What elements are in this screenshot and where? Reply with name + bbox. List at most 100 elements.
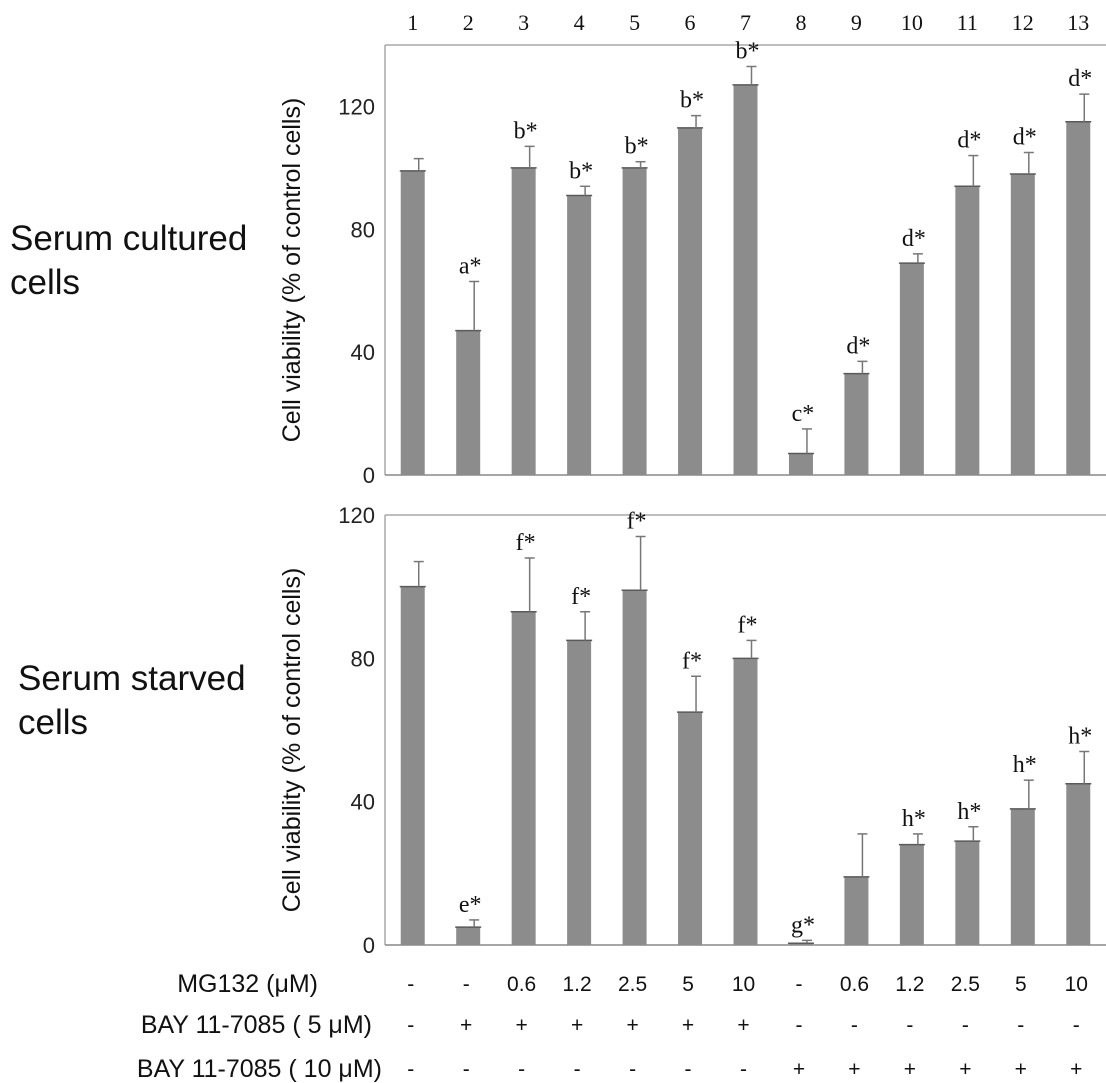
bar	[899, 263, 924, 475]
treatment-value: +	[959, 1058, 971, 1081]
bar	[844, 373, 869, 475]
treatment-value: 1.2	[563, 973, 592, 996]
significance-label: e*	[459, 892, 482, 918]
y-tick-label: 120	[338, 94, 375, 119]
column-number: 1	[407, 10, 418, 35]
row-label-line: cells	[18, 703, 88, 742]
y-tick-label: 0	[363, 463, 375, 488]
bar	[733, 84, 758, 475]
row-label-line: Serum cultured	[10, 219, 247, 258]
bar	[567, 195, 592, 475]
treatment-value: +	[1015, 1058, 1027, 1081]
significance-label: h*	[1013, 752, 1037, 778]
treatment-value: -	[795, 973, 802, 996]
treatment-value: -	[629, 1058, 636, 1081]
significance-label: f*	[627, 509, 647, 535]
treatment-value: -	[795, 1014, 802, 1037]
y-tick-label: 120	[338, 503, 375, 528]
significance-label: f*	[516, 530, 536, 556]
treatment-table: MG132 (μM) - - 0.6 1.2 2.5 5 10 - 0.6 1.2 2.5 5 10 BAY…	[137, 970, 1088, 1083]
bar	[788, 453, 813, 475]
treatment-label: BAY 11-7085 ( 5 μM)	[141, 1011, 372, 1039]
significance-label: f*	[682, 648, 702, 674]
treatment-value: 2.5	[951, 973, 980, 996]
row-label: Serum cultured cells	[10, 219, 247, 302]
treatment-value: 5	[1015, 973, 1027, 996]
bar	[733, 658, 758, 945]
panel-serum-cultured: 0 40 80 120 Cell viability (% of control cel…	[10, 10, 1106, 488]
treatment-value: -	[407, 1014, 414, 1037]
row-label-line: cells	[10, 263, 80, 302]
treatment-value: -	[906, 1014, 913, 1037]
bar	[788, 943, 813, 945]
bar	[955, 186, 980, 476]
treatment-value: -	[463, 973, 470, 996]
y-tick-label: 40	[351, 340, 375, 365]
bar	[511, 167, 536, 475]
bar	[567, 640, 592, 945]
bar	[511, 611, 536, 945]
bar	[400, 170, 425, 475]
significance-label: d*	[902, 226, 926, 252]
treatment-value: +	[737, 1014, 749, 1037]
treatment-value: +	[516, 1014, 528, 1037]
treatment-value: 0.6	[840, 973, 869, 996]
treatment-value: +	[460, 1014, 472, 1037]
y-axis-label: Cell viability (% of control cells)	[278, 568, 306, 913]
significance-label: b*	[569, 158, 593, 184]
column-number: 2	[463, 10, 474, 35]
row-label-line: Serum starved	[18, 659, 246, 698]
significance-label: b*	[736, 39, 760, 65]
treatment-value: 5	[682, 973, 694, 996]
treatment-label: MG132 (μM)	[177, 970, 318, 998]
bar	[1066, 783, 1091, 945]
column-number: 4	[574, 10, 585, 35]
treatment-value: +	[793, 1058, 805, 1081]
bar	[678, 127, 703, 475]
significance-label: c*	[792, 401, 815, 427]
significance-label: d*	[957, 128, 981, 154]
treatment-value: -	[740, 1058, 747, 1081]
treatment-value: -	[518, 1058, 525, 1081]
significance-label: b*	[680, 88, 704, 114]
treatment-value: -	[463, 1058, 470, 1081]
treatment-value: -	[407, 973, 414, 996]
y-tick-label: 80	[351, 646, 375, 671]
significance-label: f*	[571, 584, 591, 610]
treatment-value: +	[682, 1014, 694, 1037]
treatment-value: +	[848, 1058, 860, 1081]
treatment-value: -	[851, 1014, 858, 1037]
bar	[400, 586, 425, 945]
bar	[622, 590, 647, 945]
column-number: 11	[957, 10, 978, 35]
treatment-value: +	[626, 1014, 638, 1037]
column-number: 9	[851, 10, 862, 35]
treatment-value: +	[904, 1058, 916, 1081]
bar	[622, 167, 647, 475]
y-tick-label: 0	[363, 933, 375, 958]
y-tick-label: 40	[351, 790, 375, 815]
treatment-value: +	[1070, 1058, 1082, 1081]
significance-label: d*	[1013, 125, 1037, 151]
treatment-value: 10	[1065, 973, 1088, 996]
treatment-value: 10	[732, 973, 755, 996]
column-number: 3	[518, 10, 529, 35]
treatment-label: BAY 11-7085 ( 10 μM)	[137, 1055, 382, 1083]
column-number: 8	[795, 10, 806, 35]
column-number: 10	[901, 10, 923, 35]
significance-label: h*	[1068, 724, 1092, 750]
significance-label: h*	[902, 806, 926, 832]
bar	[844, 876, 869, 945]
bar	[1010, 174, 1035, 475]
panel-serum-starved: 0 40 80 120 Cell viability (% of control cel…	[18, 503, 1106, 958]
significance-label: b*	[514, 118, 538, 144]
significance-label: g*	[791, 912, 815, 938]
row-label: Serum starved cells	[18, 659, 246, 742]
treatment-value: 2.5	[618, 973, 647, 996]
bar	[955, 841, 980, 945]
y-axis-label: Cell viability (% of control cells)	[278, 98, 306, 443]
treatment-value: -	[1017, 1014, 1024, 1037]
treatment-value: 1.2	[895, 973, 924, 996]
treatment-value: 0.6	[507, 973, 536, 996]
